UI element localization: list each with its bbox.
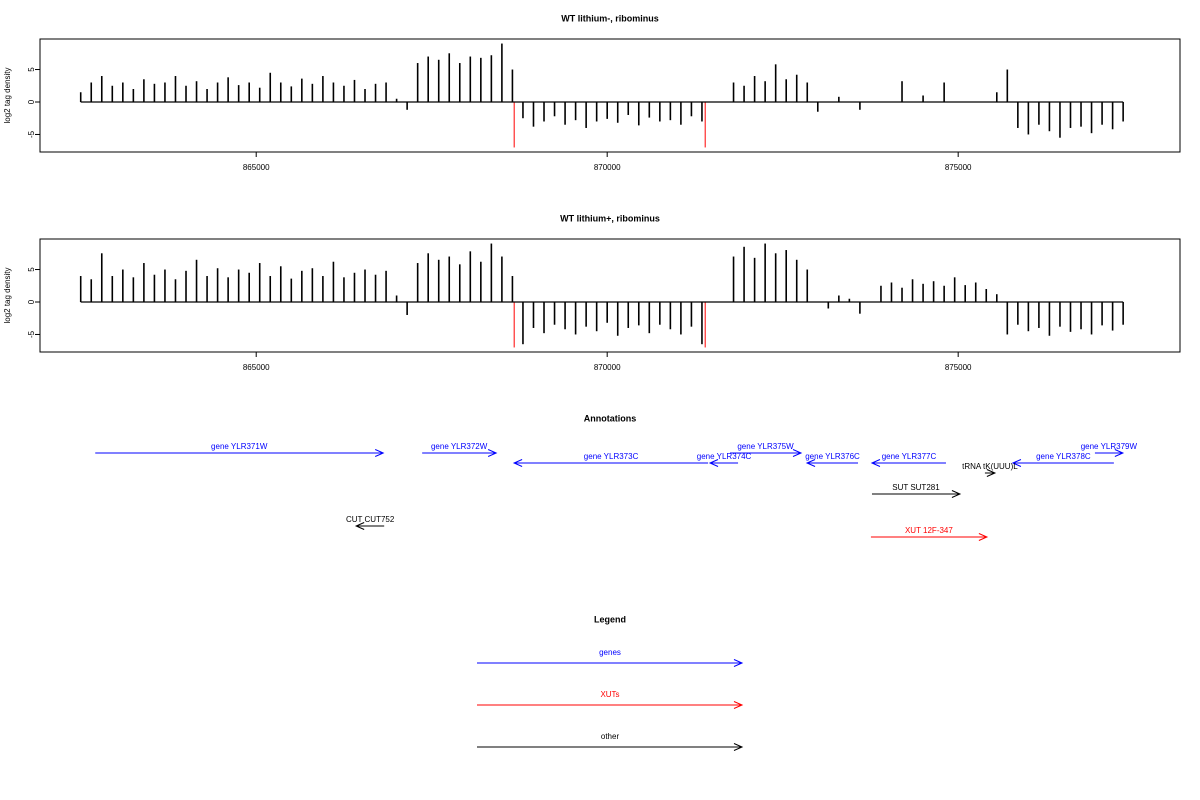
- feature-arrow: [984, 469, 997, 477]
- feature-arrow: [1011, 459, 1114, 467]
- legend-arrow: [477, 659, 744, 667]
- annotations-title: Annotations: [584, 413, 637, 423]
- y-tick-label: 0: [27, 99, 36, 104]
- y-tick-label: 0: [27, 299, 36, 304]
- feature-arrow-head: [1114, 449, 1125, 457]
- feature-label: gene YLR377C: [882, 452, 937, 461]
- feature-label: CUT CUT752: [346, 515, 395, 524]
- y-tick-label: 5: [27, 67, 36, 72]
- legend-arrow-head: [733, 659, 744, 667]
- legend-arrow: [477, 743, 744, 751]
- feature-label: XUT 12F-347: [905, 526, 953, 535]
- panel-title: WT lithium-, ribominus: [561, 13, 659, 23]
- feature-arrow-head: [1011, 459, 1022, 467]
- feature-arrow-head: [512, 459, 523, 467]
- feature-arrow-head: [805, 459, 816, 467]
- legend-label: XUTs: [600, 690, 619, 699]
- feature-arrow: [730, 449, 803, 457]
- feature-arrow-head: [487, 449, 498, 457]
- feature-arrow: [708, 459, 739, 467]
- feature-label: SUT SUT281: [892, 483, 940, 492]
- x-tick-label: 865000: [243, 163, 270, 172]
- feature-label: gene YLR379W: [1081, 442, 1138, 451]
- panel-title: WT lithium+, ribominus: [560, 213, 660, 223]
- feature-label: gene YLR378C: [1036, 452, 1091, 461]
- feature-arrow-head: [354, 522, 365, 530]
- y-tick-label: -5: [27, 130, 36, 138]
- feature-arrow-head: [951, 490, 962, 498]
- legend-arrow-head: [733, 743, 744, 751]
- feature-arrow-head: [870, 459, 881, 467]
- feature-label: gene YLR371W: [211, 442, 268, 451]
- y-axis-label: log2 tag density: [3, 67, 12, 123]
- x-tick-label: 875000: [945, 163, 972, 172]
- plot-frame: [39, 238, 1181, 353]
- x-tick-label: 870000: [594, 363, 621, 372]
- feature-arrow-head: [986, 469, 997, 477]
- y-tick-label: 5: [27, 267, 36, 272]
- feature-arrow: [1094, 449, 1125, 457]
- feature-label: gene YLR372W: [431, 442, 488, 451]
- feature-arrow-head: [374, 449, 385, 457]
- feature-arrow: [354, 522, 385, 530]
- x-tick-label: 875000: [945, 363, 972, 372]
- feature-arrow: [422, 449, 498, 457]
- legend-label: genes: [599, 648, 621, 657]
- y-tick-label: -5: [27, 330, 36, 338]
- x-tick-label: 865000: [243, 363, 270, 372]
- feature-arrow: [512, 459, 709, 467]
- feature-label: gene YLR375W: [737, 442, 794, 451]
- legend-label: other: [601, 732, 620, 741]
- feature-arrow-head: [708, 459, 719, 467]
- feature-label: gene YLR374C: [697, 452, 752, 461]
- feature-arrow-head: [792, 449, 803, 457]
- y-axis-label: log2 tag density: [3, 267, 12, 323]
- plot-frame: [39, 38, 1181, 153]
- feature-arrow: [871, 490, 962, 498]
- feature-arrow: [805, 459, 859, 467]
- feature-arrow: [870, 459, 946, 467]
- legend-arrow: [477, 701, 744, 709]
- feature-arrow: [870, 533, 989, 541]
- feature-label: gene YLR373C: [584, 452, 639, 461]
- legend-title: Legend: [594, 614, 626, 624]
- feature-label: tRNA tK(UUU)L: [962, 462, 1018, 471]
- feature-arrow: [95, 449, 385, 457]
- x-tick-label: 870000: [594, 163, 621, 172]
- feature-label: gene YLR376C: [805, 452, 860, 461]
- legend-arrow-head: [733, 701, 744, 709]
- feature-arrow-head: [978, 533, 989, 541]
